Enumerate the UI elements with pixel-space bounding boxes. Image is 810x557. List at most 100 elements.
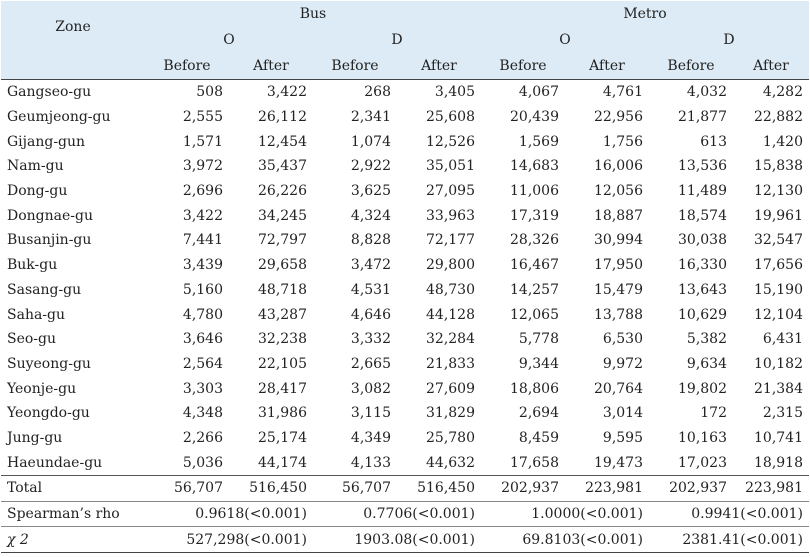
table-row: Yeonje-gu 3,303 28,417 3,082 27,609 18,806 20,… <box>1 376 809 401</box>
value-cell: 2,696 <box>182 183 223 200</box>
value-cell: 8,459 <box>518 429 559 446</box>
value-cell: 16,006 <box>594 158 643 175</box>
value-cell: 10,741 <box>754 429 803 446</box>
value-cell: 12,454 <box>258 133 307 150</box>
zone-name: Dong-gu <box>7 183 68 200</box>
zone-name: Nam-gu <box>7 158 64 175</box>
value-cell: 30,994 <box>594 232 643 249</box>
spearman-cell: 0.9941(<0.001) <box>649 500 809 527</box>
value-cell: 34,245 <box>258 207 307 224</box>
value-cell: 4,348 <box>182 405 223 422</box>
value-cell: 3,422 <box>182 207 223 224</box>
value-cell: 18,574 <box>678 207 727 224</box>
zone-name: Busanjin-gu <box>7 232 92 249</box>
value-cell: 2,665 <box>350 355 391 372</box>
value-cell: 72,797 <box>258 232 307 249</box>
value-cell: 4,349 <box>350 429 391 446</box>
total-cell: 202,937 <box>649 475 733 502</box>
value-cell: 3,439 <box>182 257 223 274</box>
total-cell: 202,937 <box>481 475 565 502</box>
value-cell: 1,420 <box>762 133 803 150</box>
after-header: After <box>229 53 313 80</box>
value-cell: 16,467 <box>510 257 559 274</box>
value-cell: 44,174 <box>258 454 307 471</box>
value-cell: 5,036 <box>182 454 223 471</box>
after-header: After <box>565 53 649 80</box>
value-cell: 10,163 <box>678 429 727 446</box>
total-cell: 56,707 <box>313 475 397 502</box>
value-cell: 3,625 <box>350 183 391 200</box>
chi-square-cell: 2381.41(<0.001) <box>649 526 809 554</box>
value-cell: 17,658 <box>510 454 559 471</box>
value-cell: 3,422 <box>266 84 307 101</box>
value-cell: 1,571 <box>182 133 223 150</box>
chi-square-cell: 69.8103(<0.001) <box>481 526 649 554</box>
value-cell: 16,330 <box>678 257 727 274</box>
value-cell: 4,067 <box>518 84 559 101</box>
metro-header: Metro <box>481 1 809 27</box>
value-cell: 26,112 <box>258 109 307 126</box>
value-cell: 29,658 <box>258 257 307 274</box>
before-header: Before <box>145 53 229 80</box>
total-row: Total 56,707 516,450 56,707 516,450 202,… <box>1 475 809 502</box>
zone-name: Yeongdo-gu <box>7 405 90 422</box>
value-cell: 17,023 <box>678 454 727 471</box>
value-cell: 18,918 <box>754 454 803 471</box>
value-cell: 3,972 <box>182 158 223 175</box>
value-cell: 15,838 <box>754 158 803 175</box>
chi-square-row: χ 2 527,298(<0.001) 1903.08(<0.001) 69.8… <box>1 526 809 554</box>
table-row: Seo-gu 3,646 32,238 3,332 32,284 5,778 6,530 5,… <box>1 327 809 352</box>
zone-subheader-blank <box>1 53 145 80</box>
table-row: Buk-gu 3,439 29,658 3,472 29,800 16,467 17,950… <box>1 253 809 278</box>
value-cell: 19,473 <box>594 454 643 471</box>
value-cell: 1,074 <box>350 133 391 150</box>
value-cell: 10,182 <box>754 355 803 372</box>
value-cell: 17,319 <box>510 207 559 224</box>
table-row: Suyeong-gu 2,564 22,105 2,665 21,833 9,344 9,9… <box>1 352 809 377</box>
value-cell: 12,056 <box>594 183 643 200</box>
value-cell: 268 <box>364 84 391 101</box>
value-cell: 30,038 <box>678 232 727 249</box>
table-body: Gangseo-gu 508 3,422 268 3,405 4,067 4,761 4,03… <box>1 80 809 554</box>
metro-d-header: D <box>649 27 809 53</box>
value-cell: 17,950 <box>594 257 643 274</box>
value-cell: 19,802 <box>678 380 727 397</box>
value-cell: 15,190 <box>754 281 803 298</box>
table-row: Haeundae-gu 5,036 44,174 4,133 44,632 17,658 1… <box>1 450 809 475</box>
bus-header: Bus <box>145 1 481 27</box>
value-cell: 3,115 <box>350 405 391 422</box>
value-cell: 14,257 <box>510 281 559 298</box>
value-cell: 25,780 <box>426 429 475 446</box>
value-cell: 1,756 <box>602 133 643 150</box>
value-cell: 44,632 <box>426 454 475 471</box>
value-cell: 3,646 <box>182 331 223 348</box>
value-cell: 6,431 <box>762 331 803 348</box>
zone-name: Buk-gu <box>7 257 58 274</box>
value-cell: 4,646 <box>350 306 391 323</box>
value-cell: 31,829 <box>426 405 475 422</box>
zone-name: Haeundae-gu <box>7 454 103 471</box>
value-cell: 4,324 <box>350 207 391 224</box>
value-cell: 22,882 <box>754 109 803 126</box>
table-row: Dongnae-gu 3,422 34,245 4,324 33,963 17,319 18… <box>1 203 809 228</box>
value-cell: 28,417 <box>258 380 307 397</box>
value-cell: 2,266 <box>182 429 223 446</box>
value-cell: 2,555 <box>182 109 223 126</box>
value-cell: 25,174 <box>258 429 307 446</box>
chi-square-cell: 1903.08(<0.001) <box>313 526 481 554</box>
value-cell: 508 <box>196 84 223 101</box>
value-cell: 22,956 <box>594 109 643 126</box>
table-row: Gijang-gun 1,571 12,454 1,074 12,526 1,569 1,7… <box>1 129 809 154</box>
zone-name: Saha-gu <box>7 306 66 323</box>
value-cell: 3,303 <box>182 380 223 397</box>
zone-header: Zone <box>1 1 145 53</box>
value-cell: 8,828 <box>350 232 391 249</box>
value-cell: 3,405 <box>434 84 475 101</box>
zone-name: Geumjeong-gu <box>7 109 111 126</box>
value-cell: 2,694 <box>518 405 559 422</box>
total-cell: 223,981 <box>565 475 649 502</box>
value-cell: 2,341 <box>350 109 391 126</box>
value-cell: 18,806 <box>510 380 559 397</box>
value-cell: 27,609 <box>426 380 475 397</box>
